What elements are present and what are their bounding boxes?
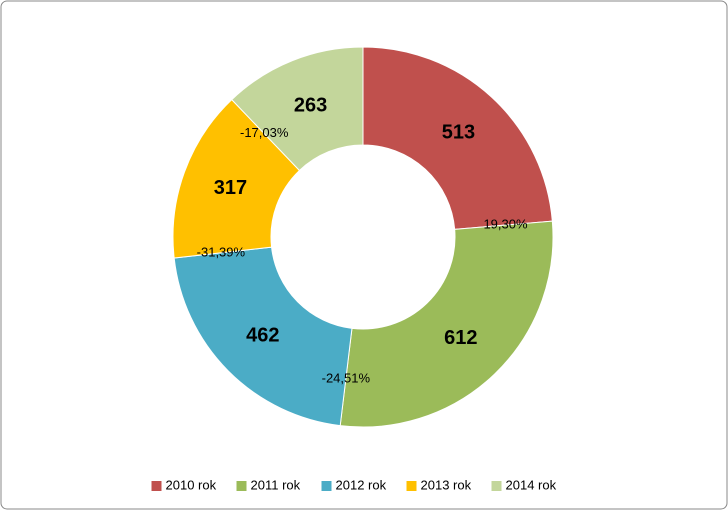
legend-label: 2010 rok xyxy=(166,477,217,492)
doughnut-slice xyxy=(339,220,554,428)
legend-label: 2011 rok xyxy=(251,477,301,492)
value-label: 612 xyxy=(444,327,477,349)
doughnut-slice xyxy=(173,246,353,427)
value-label: 462 xyxy=(246,325,279,347)
annotation: -17,03% xyxy=(240,125,289,140)
annotation: -31,39% xyxy=(197,244,246,259)
legend-swatch xyxy=(321,481,332,491)
legend-label: 2013 rok xyxy=(421,477,472,492)
legend-label: 2014 rok xyxy=(506,477,557,492)
value-label: 317 xyxy=(214,177,247,199)
doughnut-slice xyxy=(231,46,364,172)
doughnut-slice xyxy=(362,46,553,230)
doughnut-slice xyxy=(172,98,301,259)
value-label: 263 xyxy=(294,94,327,116)
annotation: -24,51% xyxy=(322,370,371,385)
legend-swatch xyxy=(406,481,417,491)
value-label: 513 xyxy=(442,122,475,144)
legend-swatch xyxy=(151,481,162,491)
legend-swatch xyxy=(236,481,247,491)
annotation: 19,30% xyxy=(483,217,528,232)
legend-swatch xyxy=(491,481,502,491)
legend-label: 2012 rok xyxy=(336,477,387,492)
